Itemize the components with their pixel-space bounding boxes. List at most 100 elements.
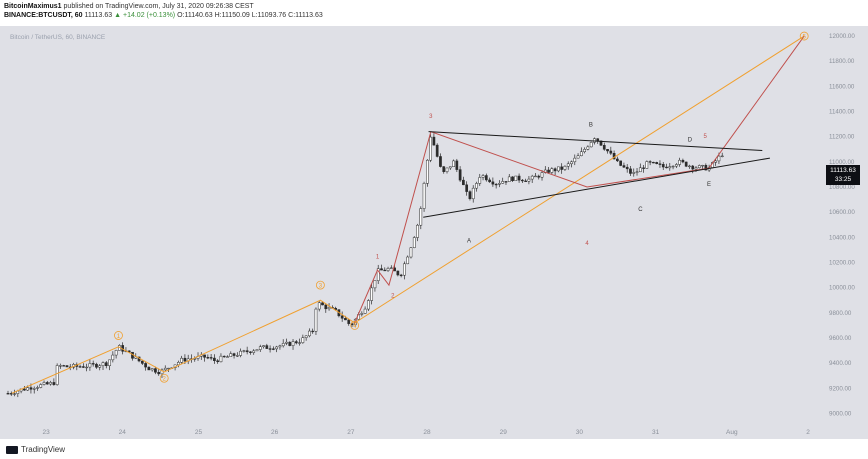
candle-body	[49, 382, 52, 385]
candle-body	[632, 172, 636, 174]
tradingview-footer[interactable]: TradingView	[6, 445, 65, 454]
candle-body	[524, 180, 527, 182]
candle-body	[717, 155, 721, 162]
candle-body	[275, 346, 278, 350]
candle-body	[642, 167, 645, 169]
time-tick-label: 23	[42, 429, 50, 436]
candle-body	[419, 208, 423, 226]
abcde-wave-label: C	[638, 207, 643, 213]
candle-body	[98, 365, 102, 368]
candle-body	[517, 175, 521, 181]
candle-body	[445, 167, 449, 172]
candle-body	[671, 165, 675, 168]
candle-body	[29, 387, 33, 390]
author-name[interactable]: BitcoinMaximus1	[4, 3, 62, 10]
candle-body	[701, 164, 704, 167]
red-wave-label: 1	[376, 255, 380, 261]
time-tick-label: Aug	[726, 429, 738, 436]
candle-body	[475, 183, 478, 189]
candle-body	[678, 159, 681, 165]
candle-body	[108, 359, 111, 366]
price-chart[interactable]: Bitcoin / TetherUS, 60, BINANCE 12345123…	[0, 26, 868, 439]
abcde-wave-label: A	[467, 238, 471, 244]
price-tick-label: 10000.00	[829, 285, 855, 292]
triangle-upper-line	[428, 131, 763, 152]
candle-body	[684, 161, 688, 167]
price-tick-label: 11400.00	[829, 109, 855, 116]
candle-body	[262, 345, 265, 347]
candle-body	[547, 169, 550, 173]
candle-body	[625, 166, 629, 170]
candle-body	[255, 349, 259, 352]
price-tick-label: 10800.00	[829, 184, 855, 191]
candle-body	[177, 362, 180, 366]
candle-body	[573, 157, 577, 163]
red-wave-label: 3	[429, 114, 433, 120]
time-tick-label: 2	[806, 429, 810, 436]
price-tick-label: 9600.00	[829, 335, 852, 342]
candle-body	[688, 165, 691, 168]
time-tick-label: 25	[195, 429, 203, 436]
candle-body	[652, 161, 655, 164]
candle-body	[452, 160, 455, 167]
candle-body	[602, 145, 606, 150]
candle-body	[491, 181, 495, 185]
candle-body	[658, 163, 662, 165]
candle-body	[180, 357, 183, 363]
candle-body	[674, 164, 678, 167]
last-price-tag: 11113.63 33:25	[826, 165, 860, 185]
candle-body	[39, 384, 43, 388]
candle-body	[95, 363, 98, 368]
candle-body	[494, 183, 498, 186]
time-tick-label: 29	[500, 429, 508, 436]
time-tick-label: 24	[119, 429, 127, 436]
candle-body	[281, 343, 285, 347]
candle-body	[501, 181, 505, 184]
candle-body	[586, 146, 590, 150]
candle-body	[616, 158, 619, 162]
candle-body	[665, 166, 668, 169]
bar-countdown: 33:25	[834, 176, 852, 183]
candle-body	[301, 337, 305, 343]
candle-body	[593, 138, 596, 143]
candle-body	[360, 313, 364, 315]
orange-wave-label: 4	[353, 324, 357, 330]
candle-body	[157, 372, 161, 375]
candle-body	[635, 171, 639, 173]
candle-body	[426, 159, 429, 184]
price-tick-label: 11800.00	[829, 58, 855, 65]
candle-body	[85, 366, 88, 369]
plot-background	[0, 26, 822, 421]
candle-body	[638, 167, 642, 173]
candle-body	[596, 138, 600, 142]
abcde-wave-label: D	[688, 138, 693, 144]
candle-body	[232, 353, 236, 356]
candle-body	[694, 167, 698, 170]
price-tick-label: 9200.00	[829, 385, 852, 392]
candle-body	[62, 365, 66, 367]
candle-body	[288, 341, 292, 346]
candle-body	[327, 307, 331, 310]
candle-body	[622, 165, 626, 168]
candle-body	[557, 166, 560, 172]
candle-body	[272, 348, 275, 350]
candle-body	[26, 387, 30, 391]
candle-body	[304, 335, 308, 338]
candle-body	[462, 179, 465, 186]
candle-body	[396, 270, 400, 276]
candle-body	[101, 362, 105, 367]
candle-body	[579, 151, 583, 157]
price-tick-label: 10200.00	[829, 259, 855, 266]
candle-body	[104, 362, 108, 366]
candle-body	[321, 302, 324, 306]
candle-body	[530, 175, 534, 180]
orange-wave-marker	[114, 331, 123, 340]
candle-body	[167, 367, 170, 370]
candle-body	[386, 268, 390, 271]
candle-body	[566, 163, 570, 167]
triangle-lower-line	[423, 157, 770, 218]
abcde-wave-label: E	[707, 182, 711, 188]
orange-wave-label: 1	[117, 334, 121, 340]
candle-body	[704, 164, 708, 171]
candle-body	[478, 177, 482, 184]
